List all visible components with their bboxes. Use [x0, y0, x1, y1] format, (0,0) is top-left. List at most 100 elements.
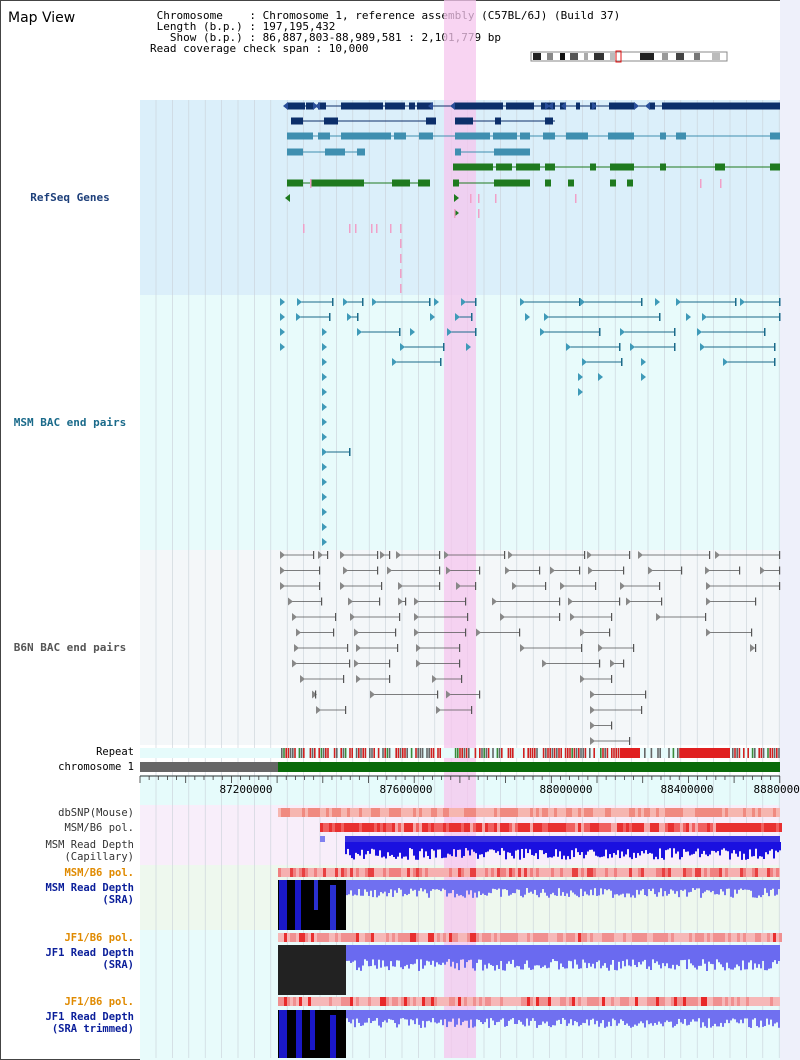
bac-end-marker	[316, 706, 321, 714]
read-depth-bar	[510, 1010, 512, 1020]
dbsnp-density	[554, 808, 557, 817]
read-depth-bar	[628, 945, 630, 966]
ideogram-band	[584, 53, 588, 60]
pol-density	[323, 933, 326, 942]
pol-density	[305, 933, 308, 942]
read-depth-bar	[596, 945, 598, 963]
repeat-element	[556, 748, 558, 758]
read-depth-bar	[366, 880, 368, 892]
read-depth-bar	[664, 945, 666, 967]
bac-end-tick	[389, 659, 391, 668]
read-depth-bar	[718, 880, 720, 895]
bac-end-tick	[611, 613, 613, 621]
bac-end-tick	[633, 644, 635, 652]
ideogram-body	[530, 51, 728, 62]
pol-density	[425, 997, 428, 1006]
read-depth-bar	[454, 1010, 456, 1027]
read-depth-bar	[709, 842, 711, 855]
read-depth-bar	[598, 880, 600, 896]
read-depth-bar	[504, 880, 506, 890]
bac-end-marker	[500, 613, 505, 621]
read-depth-bar	[492, 945, 494, 966]
read-depth-bar	[777, 842, 779, 853]
pol-density	[473, 823, 476, 832]
pol-density	[779, 823, 782, 832]
repeat-element	[492, 748, 494, 758]
bac-end-marker	[322, 448, 327, 456]
gene-strand-arrow	[283, 102, 288, 110]
pol-density	[368, 868, 371, 877]
pink-marker	[495, 194, 497, 203]
pol-density	[518, 868, 521, 877]
dbsnp-density	[680, 808, 683, 817]
pol-density	[443, 823, 446, 832]
read-depth-bar	[398, 1010, 400, 1025]
bac-end-tick	[579, 298, 581, 306]
read-depth-bar	[640, 880, 642, 891]
bac-end-marker	[356, 675, 361, 683]
pink-marker	[400, 254, 402, 263]
gene-row-5-exon	[610, 163, 634, 171]
read-depth-bar	[594, 880, 596, 889]
read-depth-bar	[592, 945, 594, 964]
read-depth-bar	[487, 842, 489, 852]
bac-end-tick	[439, 551, 441, 559]
read-depth-bar	[628, 880, 630, 894]
bac-end-marker	[620, 582, 625, 590]
read-depth-bar	[648, 880, 650, 890]
read-depth-bar	[485, 842, 487, 853]
read-depth-bar	[713, 842, 715, 851]
pink-marker	[700, 179, 702, 188]
repeat-element	[336, 748, 338, 758]
read-depth-bar	[712, 880, 714, 891]
gene-strand-arrow	[315, 102, 320, 110]
dbsnp-density	[314, 808, 317, 817]
repeat-element	[569, 748, 571, 758]
dbsnp-density	[443, 808, 446, 817]
read-depth-bar	[743, 842, 745, 854]
read-depth-bar	[296, 1010, 302, 1058]
bac-end-tick	[779, 551, 781, 559]
read-depth-bar	[385, 842, 387, 859]
read-depth-bar	[658, 880, 660, 893]
read-depth-bar	[727, 842, 729, 852]
chromosome-info: Chromosome : Chromosome 1, reference ass…	[150, 10, 620, 54]
read-depth-bar	[693, 842, 695, 854]
bac-end-marker	[372, 298, 377, 306]
repeat-element	[747, 748, 749, 758]
read-depth-bar	[560, 1010, 562, 1025]
read-depth-bar	[642, 1010, 644, 1024]
bac-end-marker	[697, 328, 702, 336]
read-depth-bar	[733, 842, 735, 851]
read-depth-bar	[768, 880, 770, 897]
pol-density	[581, 868, 584, 877]
pol-density	[383, 868, 386, 877]
pol-density	[287, 997, 290, 1006]
pol-density	[656, 823, 659, 832]
pol-density	[365, 823, 368, 832]
pol-density	[773, 933, 776, 942]
read-depth-bar	[724, 880, 726, 896]
pol-density	[518, 823, 521, 832]
pol-density	[755, 868, 758, 877]
repeat-element	[496, 748, 499, 758]
pol-density	[683, 823, 686, 832]
read-depth-bar	[500, 880, 502, 897]
pol-density	[530, 823, 533, 832]
read-depth-bar	[377, 842, 379, 856]
track-label-msm-b6-pol-2: MSM/B6 pol.	[64, 867, 134, 879]
repeat-element	[281, 748, 283, 758]
read-depth-bar	[740, 880, 742, 889]
read-depth-bar	[666, 880, 668, 896]
pol-density	[407, 997, 410, 1006]
bac-end-marker	[414, 628, 419, 637]
read-depth-bar	[622, 880, 624, 894]
repeat-element	[769, 748, 771, 758]
read-depth-bar	[734, 880, 736, 890]
read-depth-bar	[432, 945, 434, 961]
dbsnp-density	[470, 808, 473, 817]
pol-density	[395, 997, 398, 1006]
read-depth-bar	[672, 1010, 674, 1028]
pol-density	[290, 868, 293, 877]
